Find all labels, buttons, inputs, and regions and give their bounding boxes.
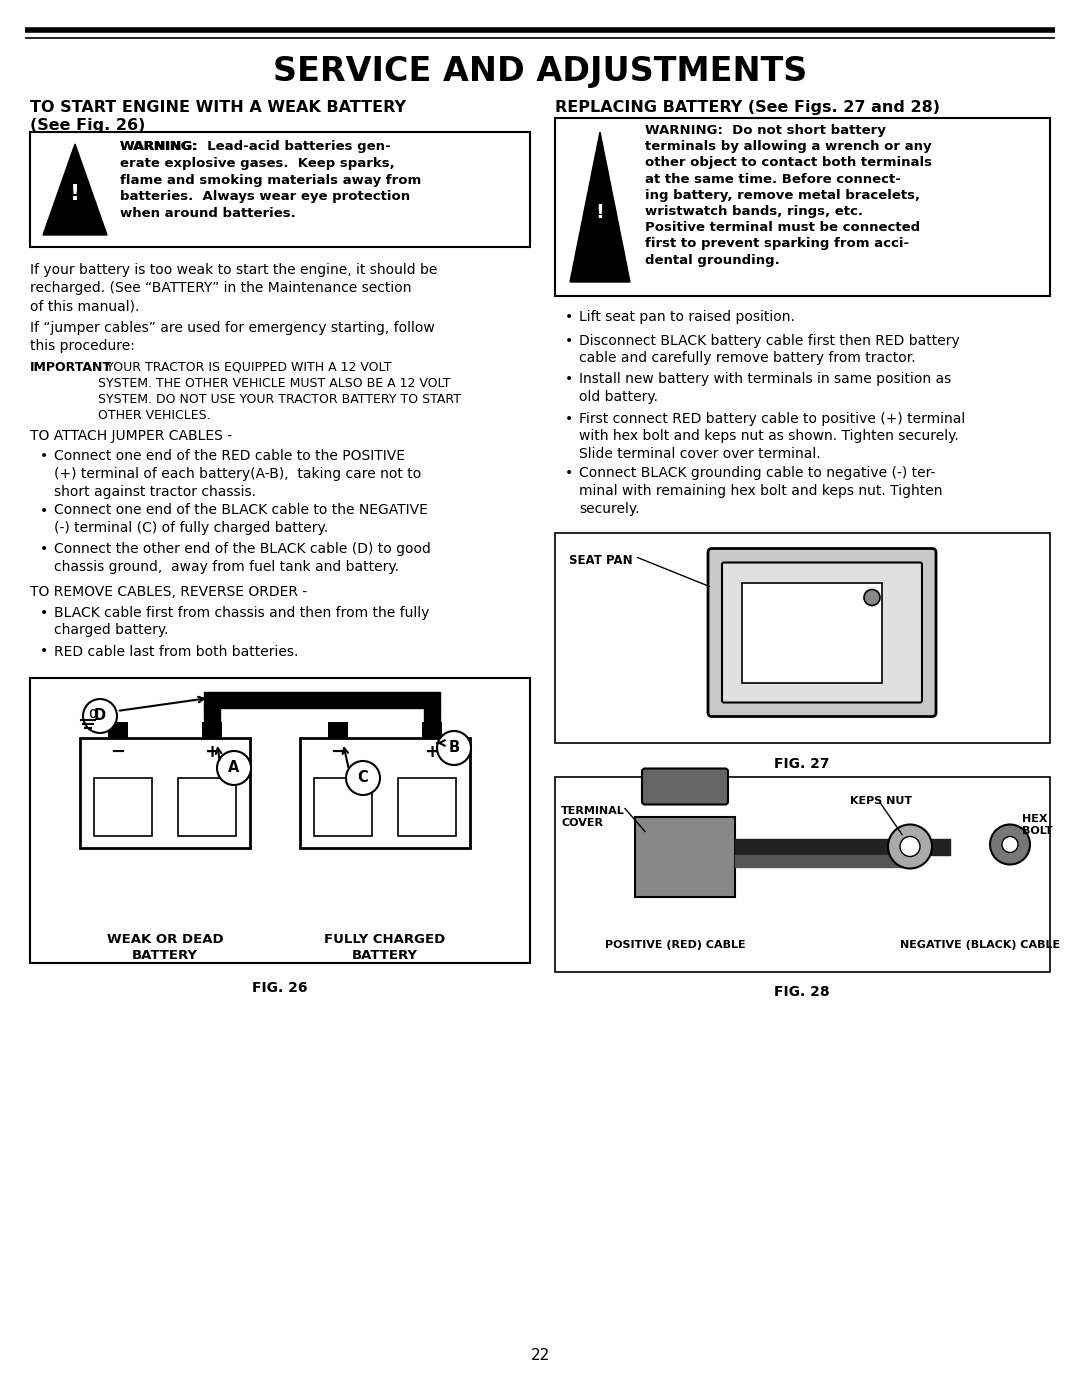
Text: BLACK cable first from chassis and then from the fully
charged battery.: BLACK cable first from chassis and then … — [54, 605, 430, 637]
Text: SEAT PAN: SEAT PAN — [569, 555, 633, 567]
Text: (See Fig. 26): (See Fig. 26) — [30, 117, 146, 133]
FancyBboxPatch shape — [178, 778, 237, 835]
Text: WARNING:  Do not short battery
terminals by allowing a wrench or any
other objec: WARNING: Do not short battery terminals … — [645, 124, 932, 267]
Text: +: + — [204, 743, 219, 761]
Text: C: C — [357, 771, 368, 785]
Text: •: • — [565, 334, 573, 348]
Text: •: • — [40, 605, 49, 619]
Text: •: • — [40, 542, 49, 556]
Text: FIG. 28: FIG. 28 — [774, 985, 829, 999]
Circle shape — [990, 824, 1030, 865]
Circle shape — [900, 837, 920, 856]
Text: WARNING:: WARNING: — [120, 140, 198, 154]
FancyBboxPatch shape — [642, 768, 728, 805]
Text: Disconnect BLACK battery cable first then RED battery
cable and carefully remove: Disconnect BLACK battery cable first the… — [579, 334, 960, 366]
Text: IMPORTANT: IMPORTANT — [30, 360, 112, 374]
FancyBboxPatch shape — [30, 131, 530, 247]
FancyBboxPatch shape — [708, 549, 936, 717]
Text: 22: 22 — [530, 1348, 550, 1362]
Text: POSITIVE (RED) CABLE: POSITIVE (RED) CABLE — [605, 940, 745, 950]
Circle shape — [888, 824, 932, 869]
Text: NEGATIVE (BLACK) CABLE: NEGATIVE (BLACK) CABLE — [900, 940, 1061, 950]
Text: •: • — [565, 373, 573, 387]
Text: B: B — [448, 740, 460, 756]
Text: α: α — [87, 705, 98, 721]
Circle shape — [1002, 837, 1018, 852]
Text: Connect one end of the BLACK cable to the NEGATIVE
(-) terminal (C) of fully cha: Connect one end of the BLACK cable to th… — [54, 503, 428, 535]
Text: TO REMOVE CABLES, REVERSE ORDER -: TO REMOVE CABLES, REVERSE ORDER - — [30, 585, 307, 599]
Polygon shape — [570, 131, 630, 282]
Text: RED cable last from both batteries.: RED cable last from both batteries. — [54, 644, 298, 658]
Text: KEPS NUT: KEPS NUT — [850, 796, 913, 806]
FancyBboxPatch shape — [555, 117, 1050, 296]
Text: +: + — [424, 743, 440, 761]
Text: TERMINAL
COVER: TERMINAL COVER — [561, 806, 624, 828]
Text: A: A — [228, 760, 240, 775]
Text: HEX
BOLT: HEX BOLT — [1022, 814, 1053, 835]
Text: •: • — [565, 467, 573, 481]
Circle shape — [83, 698, 117, 733]
Text: WARNING:  Lead-acid batteries gen-
erate explosive gases.  Keep sparks,
flame an: WARNING: Lead-acid batteries gen- erate … — [120, 140, 421, 221]
Text: •: • — [40, 503, 49, 517]
FancyBboxPatch shape — [30, 678, 530, 963]
Text: Connect one end of the RED cable to the POSITIVE
(+) terminal of each battery(A-: Connect one end of the RED cable to the … — [54, 448, 421, 499]
FancyBboxPatch shape — [300, 738, 470, 848]
FancyBboxPatch shape — [314, 778, 372, 835]
Text: −: − — [330, 743, 346, 761]
FancyBboxPatch shape — [742, 583, 882, 683]
Text: SERVICE AND ADJUSTMENTS: SERVICE AND ADJUSTMENTS — [273, 56, 807, 88]
Text: FIG. 27: FIG. 27 — [774, 757, 829, 771]
Text: TO START ENGINE WITH A WEAK BATTERY: TO START ENGINE WITH A WEAK BATTERY — [30, 101, 406, 115]
Text: REPLACING BATTERY (See Figs. 27 and 28): REPLACING BATTERY (See Figs. 27 and 28) — [555, 101, 940, 115]
Text: : YOUR TRACTOR IS EQUIPPED WITH A 12 VOLT
SYSTEM. THE OTHER VEHICLE MUST ALSO BE: : YOUR TRACTOR IS EQUIPPED WITH A 12 VOL… — [98, 360, 461, 422]
Text: •: • — [40, 644, 49, 658]
FancyBboxPatch shape — [723, 563, 922, 703]
Text: Connect the other end of the BLACK cable (D) to good
chassis ground,  away from : Connect the other end of the BLACK cable… — [54, 542, 431, 574]
Text: •: • — [565, 412, 573, 426]
FancyBboxPatch shape — [80, 738, 249, 848]
FancyBboxPatch shape — [108, 722, 129, 738]
Text: First connect RED battery cable to positive (+) terminal
with hex bolt and keps : First connect RED battery cable to posit… — [579, 412, 966, 461]
Text: •: • — [40, 448, 49, 462]
Text: D: D — [94, 708, 106, 724]
Text: Install new battery with terminals in same position as
old battery.: Install new battery with terminals in sa… — [579, 373, 951, 404]
Text: If your battery is too weak to start the engine, it should be
recharged. (See “B: If your battery is too weak to start the… — [30, 263, 437, 314]
Text: Lift seat pan to raised position.: Lift seat pan to raised position. — [579, 310, 795, 324]
FancyBboxPatch shape — [399, 778, 456, 835]
FancyBboxPatch shape — [555, 777, 1050, 971]
Text: −: − — [110, 743, 125, 761]
Text: If “jumper cables” are used for emergency starting, follow
this procedure:: If “jumper cables” are used for emergenc… — [30, 321, 435, 353]
Text: FIG. 26: FIG. 26 — [253, 981, 308, 995]
Text: TO ATTACH JUMPER CABLES -: TO ATTACH JUMPER CABLES - — [30, 429, 232, 443]
Polygon shape — [43, 144, 107, 235]
Circle shape — [346, 761, 380, 795]
FancyBboxPatch shape — [94, 778, 152, 835]
FancyBboxPatch shape — [328, 722, 348, 738]
Circle shape — [217, 752, 251, 785]
Text: !: ! — [70, 184, 80, 204]
FancyBboxPatch shape — [635, 816, 735, 897]
Circle shape — [864, 590, 880, 605]
Text: WEAK OR DEAD
BATTERY: WEAK OR DEAD BATTERY — [107, 933, 224, 963]
Text: Connect BLACK grounding cable to negative (-) ter-
minal with remaining hex bolt: Connect BLACK grounding cable to negativ… — [579, 467, 943, 515]
Circle shape — [437, 731, 471, 766]
Text: FULLY CHARGED
BATTERY: FULLY CHARGED BATTERY — [324, 933, 446, 963]
FancyBboxPatch shape — [202, 722, 222, 738]
Text: !: ! — [595, 204, 605, 222]
Text: •: • — [565, 310, 573, 324]
FancyBboxPatch shape — [555, 532, 1050, 742]
FancyBboxPatch shape — [422, 722, 442, 738]
